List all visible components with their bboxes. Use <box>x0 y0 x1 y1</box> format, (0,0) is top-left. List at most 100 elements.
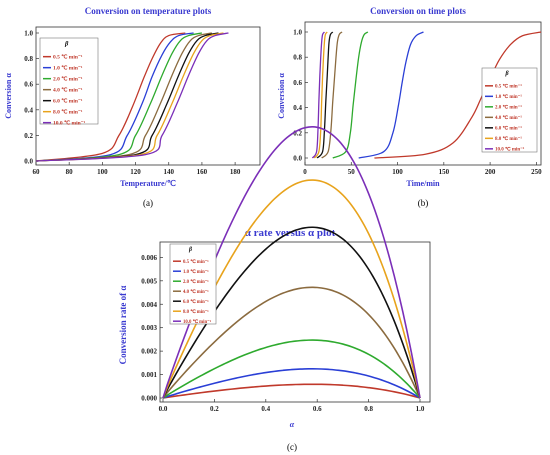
series-line-3 <box>35 32 203 162</box>
chart-c-caption: (c) <box>287 442 297 452</box>
chart-b-series <box>311 31 542 159</box>
y-tick-label: 0.8 <box>24 55 33 63</box>
series-line-1 <box>35 32 186 162</box>
legend-entry: 10.0 ℃ min⁻¹ <box>183 318 212 325</box>
legend-entry: 6.0 ℃ min⁻¹ <box>495 125 522 132</box>
y-tick-label: 0.0 <box>293 155 302 163</box>
legend-entry: 0.5 ℃ min⁻¹ <box>53 54 83 61</box>
chart-b-caption: (b) <box>418 198 429 208</box>
x-tick-label: 100 <box>97 168 108 176</box>
legend-entry: 2.0 ℃ min⁻¹ <box>53 76 83 83</box>
y-tick-label: 0.004 <box>141 301 157 309</box>
series-line-6 <box>35 32 224 162</box>
chart-c-ticks: 0.0 0.2 0.4 0.6 0.8 1.0 0.000 0.001 0.002 0.003 0.… <box>141 254 425 413</box>
chart-a: Conversion on temperature plots 60 80 100 1… <box>4 6 261 208</box>
chart-b-ticks: 0 50 100 150 200 250 0.0 0.2 0.4 0.6 0.8 1.0 <box>293 29 542 177</box>
y-tick-label: 0.4 <box>293 104 302 112</box>
y-tick-label: 0.2 <box>24 132 33 140</box>
legend-entry: 8.0 ℃ min⁻¹ <box>495 135 522 142</box>
chart-c-legend: β 0.5 ℃ min⁻¹ 1.0 ℃ min⁻¹ 2.0 ℃ min⁻¹ 4.0 ℃ … <box>169 243 217 325</box>
chart-a-caption: (a) <box>143 198 153 208</box>
x-tick-label: 0.4 <box>261 405 270 413</box>
chart-c-xlabel: α <box>290 420 295 429</box>
y-tick-label: 0.005 <box>141 277 157 285</box>
y-tick-label: 0.2 <box>293 129 302 137</box>
x-tick-label: 0.2 <box>210 405 219 413</box>
legend-entry: 1.0 ℃ min⁻¹ <box>53 65 83 72</box>
x-tick-label: 80 <box>66 168 74 176</box>
chart-c: α rate versus α plot 0.0 0.2 0.4 0.6 0.8 1.00… <box>118 126 431 452</box>
y-tick-label: 0.4 <box>24 106 33 114</box>
x-tick-label: 100 <box>392 168 403 176</box>
y-tick-label: 0.6 <box>293 79 302 87</box>
x-tick-label: 250 <box>531 168 542 176</box>
y-tick-label: 1.0 <box>24 30 33 38</box>
x-tick-label: 0.8 <box>364 405 373 413</box>
x-tick-label: 0 <box>303 168 307 176</box>
legend-entry: 8.0 ℃ min⁻¹ <box>53 109 83 116</box>
series-line-1 <box>162 383 421 399</box>
x-tick-label: 1.0 <box>416 405 425 413</box>
chart-c-ylabel: Conversion rate of α <box>118 286 128 365</box>
legend-entry: 2.0 ℃ min⁻¹ <box>183 278 209 285</box>
chart-a-title: Conversion on temperature plots <box>85 6 212 16</box>
series-line-2 <box>162 368 421 399</box>
legend-title: β <box>505 71 510 77</box>
x-tick-label: 50 <box>348 168 356 176</box>
series-line-5 <box>35 32 219 162</box>
x-tick-label: 60 <box>33 168 41 176</box>
y-tick-label: 0.8 <box>293 54 302 62</box>
series-line-3 <box>332 31 369 159</box>
legend-entry: 10.0 ℃ min⁻¹ <box>53 120 86 127</box>
legend-entry: 4.0 ℃ min⁻¹ <box>53 87 83 94</box>
legend-title: β <box>188 247 192 253</box>
legend-title: β <box>64 41 69 48</box>
legend-entry: 10.0 ℃ min⁻¹ <box>495 146 525 153</box>
chart-a-xlabel: Temperature/℃ <box>120 179 176 188</box>
y-tick-label: 0.6 <box>24 81 33 89</box>
chart-a-frame <box>35 26 261 166</box>
x-tick-label: 180 <box>230 168 241 176</box>
legend-box <box>39 37 99 125</box>
legend-entry: 6.0 ℃ min⁻¹ <box>53 98 83 105</box>
legend-entry: 1.0 ℃ min⁻¹ <box>183 268 209 275</box>
legend-entry: 0.5 ℃ min⁻¹ <box>183 258 209 265</box>
x-tick-label: 120 <box>130 168 141 176</box>
chart-b-title: Conversion on time plots <box>370 6 466 16</box>
chart-b-ylabel: Conversion α <box>277 73 286 119</box>
chart-b-frame <box>304 21 542 166</box>
chart-a-legend: β 0.5 ℃ min⁻¹ 1.0 ℃ min⁻¹ 2.0 ℃ min⁻¹ 4.0 ℃ … <box>39 37 99 127</box>
series-line-4 <box>162 286 421 399</box>
x-tick-label: 200 <box>485 168 496 176</box>
series-line-4 <box>35 32 213 162</box>
chart-b-xlabel: Time/min <box>406 179 440 188</box>
series-line-7 <box>311 31 325 159</box>
chart-c-series <box>162 126 421 399</box>
x-tick-label: 140 <box>163 168 174 176</box>
x-tick-label: 0.0 <box>159 405 168 413</box>
chart-b: Conversion on time plots 0 50 100 150 200 250… <box>277 6 542 208</box>
series-line-5 <box>162 226 421 399</box>
y-tick-label: 0.003 <box>141 324 157 332</box>
legend-entry: 6.0 ℃ min⁻¹ <box>183 298 209 305</box>
y-tick-label: 0.001 <box>141 371 157 379</box>
chart-b-legend: β 0.5 ℃ min⁻¹ 1.0 ℃ min⁻¹ 2.0 ℃ min⁻¹ 4.0 ℃ … <box>481 67 538 153</box>
legend-entry: 1.0 ℃ min⁻¹ <box>495 93 522 100</box>
chart-c-frame <box>159 241 431 403</box>
series-line-2 <box>35 32 194 162</box>
legend-entry: 2.0 ℃ min⁻¹ <box>495 104 522 111</box>
chart-a-ticks: 60 80 100 120 140 160 180 0.0 0.2 0.4 0.6 0.8 1.0 <box>24 30 241 177</box>
y-tick-label: 0.006 <box>141 254 157 262</box>
series-line-4 <box>321 31 343 159</box>
x-tick-label: 150 <box>439 168 450 176</box>
legend-entry: 0.5 ℃ min⁻¹ <box>495 83 522 90</box>
legend-entry: 4.0 ℃ min⁻¹ <box>495 114 522 121</box>
chart-a-series <box>35 32 229 162</box>
y-tick-label: 0.0 <box>24 158 33 166</box>
legend-entry: 4.0 ℃ min⁻¹ <box>183 288 209 295</box>
series-line-7 <box>35 32 229 162</box>
x-tick-label: 160 <box>197 168 208 176</box>
y-tick-label: 0.002 <box>141 348 157 356</box>
series-line-5 <box>316 31 334 159</box>
